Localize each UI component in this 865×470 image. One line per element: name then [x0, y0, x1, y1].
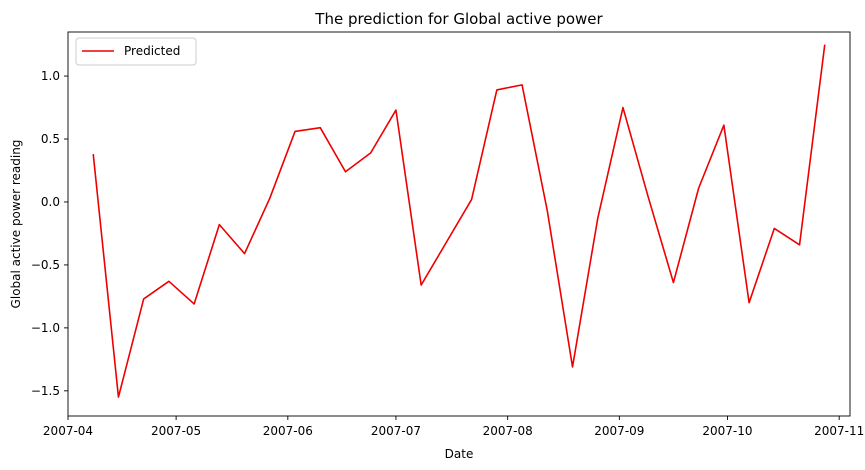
legend: Predicted	[75, 37, 197, 66]
y-tick-label: −1.5	[31, 384, 60, 398]
plot-frame	[67, 31, 851, 417]
y-tick-label: 0.0	[41, 195, 60, 209]
x-tick-label: 2007-09	[594, 424, 644, 438]
y-tick-label: −1.0	[31, 321, 60, 335]
x-axis: 2007-04 2007-05 2007-06 2007-07 2007-08 2007-…	[43, 416, 864, 438]
x-axis-label: Date	[445, 447, 474, 461]
y-tick-label: −0.5	[31, 258, 60, 272]
y-axis: −1.5 −1.0 −0.5 0.0 0.5 1.0	[31, 69, 68, 398]
x-tick-label: 2007-05	[151, 424, 201, 438]
x-tick-label: 2007-08	[483, 424, 533, 438]
series-line-predicted	[92, 44, 826, 398]
x-tick-label: 2007-04	[43, 424, 93, 438]
x-tick-label: 2007-10	[702, 424, 752, 438]
y-axis-label: Global active power reading	[9, 140, 23, 309]
y-tick-label: 0.5	[41, 132, 60, 146]
x-tick-label: 2007-07	[371, 424, 421, 438]
x-tick-label: 2007-06	[263, 424, 313, 438]
legend-box	[75, 37, 197, 66]
y-tick-label: 1.0	[41, 69, 60, 83]
chart-title: The prediction for Global active power	[314, 10, 603, 28]
plot-area	[67, 31, 851, 417]
legend-entry-predicted: Predicted	[124, 44, 180, 58]
x-tick-label: 2007-11	[814, 424, 864, 438]
